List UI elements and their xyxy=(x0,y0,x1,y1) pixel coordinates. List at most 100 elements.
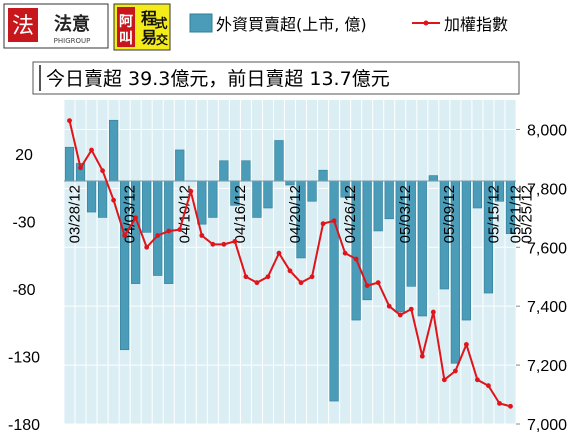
date-label: 03/28/12 xyxy=(66,185,83,243)
bar xyxy=(274,140,284,182)
index-point xyxy=(497,400,502,406)
legend-bar-label: 外資買賣超(上市, 億) xyxy=(216,15,367,34)
date-label: 04/16/12 xyxy=(232,185,249,243)
bar xyxy=(472,180,483,209)
index-point xyxy=(342,250,348,256)
index-point xyxy=(397,312,403,318)
index-point xyxy=(452,368,458,374)
bar xyxy=(219,160,229,182)
index-point xyxy=(408,306,414,312)
bar xyxy=(86,180,97,213)
date-label: 04/20/12 xyxy=(287,185,304,243)
bar xyxy=(384,180,394,220)
fayi-logo-glyph: 法 xyxy=(12,14,34,39)
right-axis-tick-label: 8,000 xyxy=(527,122,567,139)
bar xyxy=(64,146,75,182)
line-series xyxy=(67,118,513,409)
index-point xyxy=(78,165,83,171)
index-point xyxy=(463,342,469,347)
index-point xyxy=(111,197,117,203)
index-point xyxy=(430,309,436,315)
left-axis-tick-label: -180 xyxy=(8,417,40,434)
bar xyxy=(109,119,119,182)
bar xyxy=(241,160,251,182)
right-axis-tick-label: 7,400 xyxy=(527,299,567,316)
left-axis-tick-label: -80 xyxy=(12,282,35,299)
date-label: 05/21/12 xyxy=(507,185,524,243)
index-point xyxy=(155,233,161,238)
index-point xyxy=(199,233,205,238)
index-point xyxy=(298,280,304,286)
right-axis-tick-label: 7,200 xyxy=(527,358,567,375)
program-logo-char-3: 叫 xyxy=(119,30,133,47)
date-label: 05/25/12 xyxy=(518,185,535,243)
index-point xyxy=(353,256,359,262)
date-label: 04/03/12 xyxy=(122,185,139,243)
bar xyxy=(153,180,163,276)
fayi-logo-sub: PHIGROUP xyxy=(54,37,91,45)
index-point xyxy=(100,168,105,174)
program-logo-char-4: 易 xyxy=(141,28,157,47)
bar xyxy=(329,180,339,402)
index-point xyxy=(166,228,172,234)
bar xyxy=(362,180,372,301)
index-point xyxy=(309,274,315,280)
bar xyxy=(417,180,427,317)
left-axis-tick-label: -30 xyxy=(12,215,35,232)
index-point xyxy=(320,221,326,227)
legend-line-label: 加權指數 xyxy=(444,15,508,34)
bar xyxy=(307,180,317,202)
date-label: 05/15/12 xyxy=(485,185,502,243)
bar xyxy=(175,149,185,182)
fayi-logo: 法 法意 PHIGROUP xyxy=(3,3,109,49)
grid-lines xyxy=(63,100,517,425)
headline-text: 今日賣超 39.3億元，前日賣超 13.7億元 xyxy=(46,68,390,90)
bar xyxy=(318,169,328,182)
bar xyxy=(252,180,262,218)
right-axis-tick-label: 7,000 xyxy=(527,417,567,434)
index-point xyxy=(419,353,425,359)
left-axis-tick-label: 20 xyxy=(15,147,33,164)
headline-box: 今日賣超 39.3億元，前日賣超 13.7億元 xyxy=(32,61,520,95)
bar xyxy=(197,180,207,225)
program-logo-char-2: 阿 xyxy=(119,14,133,30)
index-point xyxy=(375,280,381,286)
date-label: 04/26/12 xyxy=(342,185,359,243)
left-axis-tick-label: -130 xyxy=(8,350,40,367)
bar xyxy=(208,180,218,218)
index-point xyxy=(331,218,337,224)
program-logo-char-0: 程 xyxy=(141,9,157,28)
index-point xyxy=(232,238,238,244)
index-point xyxy=(441,377,447,383)
date-label: 05/09/12 xyxy=(441,185,458,243)
index-point xyxy=(287,268,293,274)
index-point xyxy=(221,241,227,247)
date-label: 05/03/12 xyxy=(397,185,414,243)
index-point xyxy=(188,188,194,194)
bar xyxy=(97,180,108,218)
index-point xyxy=(276,250,282,256)
index-point xyxy=(254,280,260,286)
index-point xyxy=(386,303,392,309)
right-axis: 8,000 7,800 7,600 7,400 7,200 7,000 xyxy=(516,122,567,434)
program-logo-char-5: 交 xyxy=(156,32,168,47)
program-logo-char-1: 式 xyxy=(154,16,167,32)
right-axis-tick-label: 7,600 xyxy=(527,240,567,257)
legend-bar-swatch xyxy=(189,13,213,33)
bar xyxy=(142,180,152,233)
bar xyxy=(428,175,438,182)
legend-line-marker xyxy=(423,20,429,26)
index-point xyxy=(122,233,128,238)
index-point xyxy=(508,403,513,409)
index-point xyxy=(67,118,72,124)
index-point xyxy=(243,274,249,280)
right-axis-tick-label: 7,800 xyxy=(527,181,567,198)
index-point xyxy=(486,383,491,389)
bar xyxy=(263,180,273,209)
bar xyxy=(461,180,471,321)
index-point xyxy=(89,147,94,153)
program-trading-logo: 程 式 阿 叫 易 交 xyxy=(113,3,171,51)
index-point xyxy=(475,377,480,383)
legend: 外資買賣超(上市, 億) 加權指數 xyxy=(189,13,508,34)
